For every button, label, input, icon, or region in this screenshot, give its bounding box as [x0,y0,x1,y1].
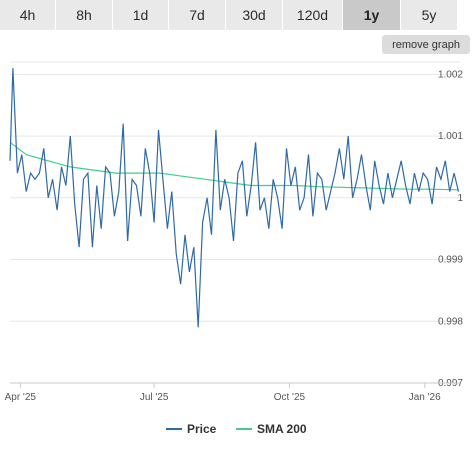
chart-grid [10,61,460,384]
legend-item-label[interactable]: SMA 200 [257,422,307,436]
x-tick-label: Apr '25 [5,392,37,403]
y-tick-label: 0.998 [438,316,463,327]
tab-120d[interactable]: 120d [283,0,343,30]
tab-1d[interactable]: 1d [113,0,169,30]
y-tick-label: 1.001 [438,131,463,142]
tab-7d[interactable]: 7d [169,0,226,30]
legend-item-label[interactable]: Price [187,422,217,436]
y-tick-label: 0.999 [438,255,463,266]
x-axis: Apr '25 Jul '25 Oct '25 Jan '26 [5,382,460,403]
remove-graph-button[interactable]: remove graph [382,35,470,54]
tab-30d[interactable]: 30d [226,0,283,30]
tab-8h[interactable]: 8h [56,0,113,30]
x-tick-label: Oct '25 [274,392,306,403]
tab-4h[interactable]: 4h [0,0,56,30]
y-tick-label: 1 [457,193,463,204]
y-tick-label: 1.002 [438,69,463,80]
legend: Price SMA 200 [166,422,307,436]
x-tick-label: Jan '26 [409,392,441,403]
time-range-tabs: 4h 8h 1d 7d 30d 120d 1y 5y [0,0,474,30]
series-line-price [9,68,460,328]
tab-1y[interactable]: 1y [343,0,401,30]
x-tick-label: Jul '25 [140,392,169,403]
series-line-sma-200 [9,141,459,191]
tab-5y[interactable]: 5y [401,0,458,30]
